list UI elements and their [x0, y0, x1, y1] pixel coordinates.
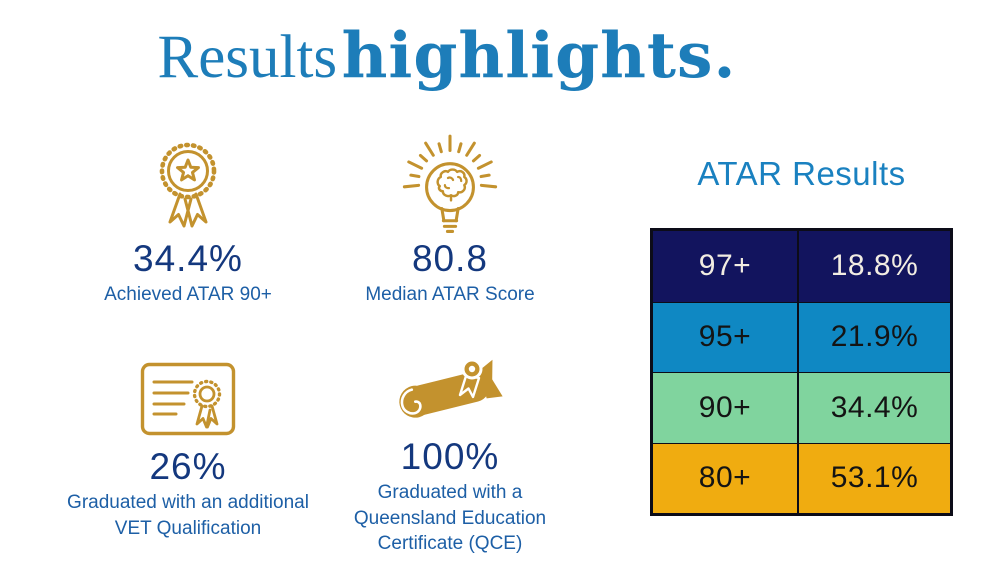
lightbulb-brain-icon — [300, 126, 600, 234]
page-title: Results highlights. — [0, 24, 894, 91]
stat-qce-certificate: 100% Graduated with a Queensland Educati… — [300, 348, 600, 557]
stat-atar-90-plus: 34.4% Achieved ATAR 90+ — [38, 134, 338, 308]
stat-value: 100% — [400, 436, 500, 477]
certificate-icon — [38, 356, 338, 442]
atar-results-heading: ATAR Results — [697, 155, 906, 192]
atar-band-cell: 90+ — [653, 372, 797, 443]
atar-percent-cell: 18.8% — [797, 231, 950, 302]
atar-band-cell: 95+ — [653, 301, 797, 372]
stat-label: Graduated with an additional VET Qualifi… — [67, 492, 309, 539]
atar-results-table: 97+ 18.8% 95+ 21.9% 90+ 34.4% 80+ 53.1% — [650, 228, 953, 516]
stat-value: 34.4% — [133, 238, 243, 279]
atar-percent-cell: 21.9% — [797, 301, 950, 372]
atar-percent-cell: 53.1% — [797, 442, 950, 513]
stat-vet-qualification: 26% Graduated with an additional VET Qua… — [38, 356, 338, 541]
atar-band-cell: 80+ — [653, 442, 797, 513]
stat-median-atar: 80.8 Median ATAR Score — [300, 126, 600, 308]
stat-label: Achieved ATAR 90+ — [104, 284, 272, 305]
stat-label: Median ATAR Score — [365, 284, 535, 305]
atar-percent-cell: 34.4% — [797, 372, 950, 443]
diploma-scroll-icon — [300, 348, 600, 432]
page-title-results: Results — [157, 24, 338, 91]
stat-value: 26% — [149, 446, 227, 487]
stat-label: Graduated with a Queensland Education Ce… — [353, 482, 547, 555]
award-ribbon-icon — [38, 134, 338, 234]
page-title-highlights: highlights. — [341, 18, 737, 92]
atar-band-cell: 97+ — [653, 231, 797, 302]
stat-value: 80.8 — [411, 238, 488, 279]
